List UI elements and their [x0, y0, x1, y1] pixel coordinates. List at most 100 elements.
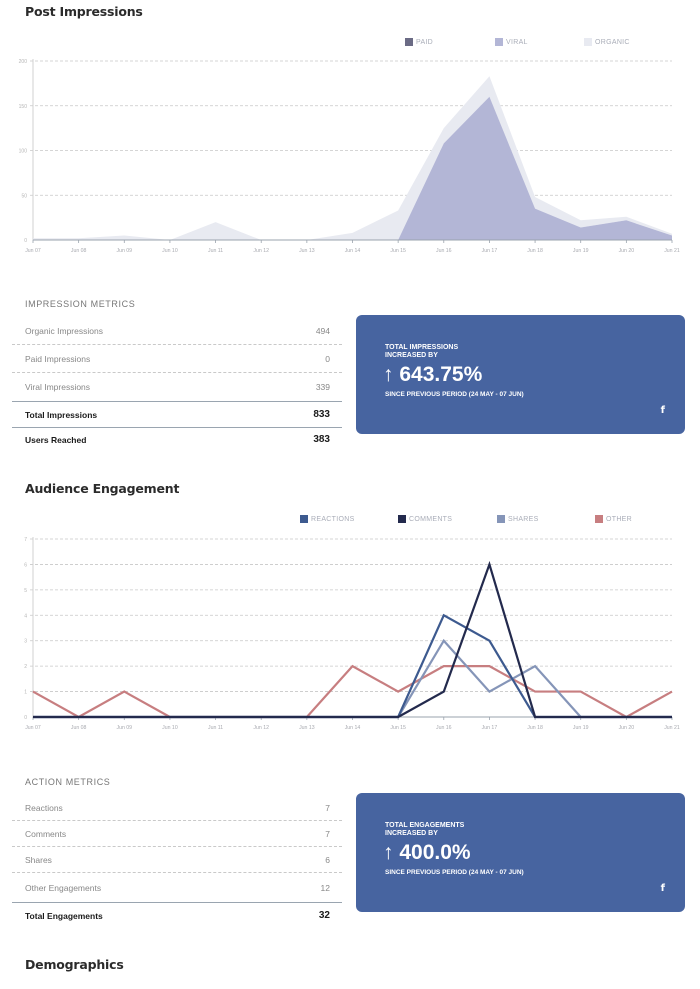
x-tick-label: Jun 15: [390, 248, 406, 254]
legend-swatch: [398, 515, 406, 523]
x-tick-label: Jun 19: [573, 248, 589, 254]
y-tick-label: 0: [24, 715, 27, 721]
y-tick-label: 5: [24, 588, 27, 594]
impression-metrics-label: IMPRESSION METRICS: [25, 299, 136, 309]
card-value: ↑ 400.0%: [383, 841, 471, 864]
area-viral: [33, 96, 672, 240]
metric-row-users-reached: Users Reached 383: [12, 427, 342, 451]
impressions-increase-card: TOTAL IMPRESSIONS INCREASED BY ↑ 643.75%…: [356, 315, 685, 434]
metric-row-total: Total Impressions 833: [12, 401, 342, 427]
impression-metrics-table: Organic Impressions 494 Paid Impressions…: [12, 317, 342, 451]
legend-item-reactions[interactable]: REACTIONS: [300, 515, 355, 523]
x-tick-label: Jun 21: [664, 248, 680, 254]
legend-swatch: [495, 38, 503, 46]
x-tick-label: Jun 07: [25, 725, 41, 731]
x-tick-label: Jun 18: [527, 725, 543, 731]
post-impressions-title: Post Impressions: [25, 4, 143, 19]
x-tick-label: Jun 13: [299, 725, 315, 731]
metric-row-organic: Organic Impressions 494: [12, 317, 342, 345]
demographics-title: Demographics: [25, 957, 124, 972]
legend-item-other[interactable]: OTHER: [595, 515, 632, 523]
y-tick-label: 0: [24, 238, 27, 244]
legend-label: OTHER: [606, 515, 632, 523]
card-title-line1: TOTAL ENGAGEMENTS: [385, 822, 465, 829]
engagement-chart: 0 1 2 3 4 5 6 7 Jun 07 Jun 08 Jun 09 Jun 10 Jun 11 Ju…: [24, 537, 680, 731]
x-tick-label: Jun 09: [116, 725, 132, 731]
x-tick-label: Jun 14: [345, 248, 361, 254]
card-title-line2: INCREASED BY: [385, 352, 438, 359]
legend-label: ORGANIC: [595, 38, 630, 46]
legend-item-shares[interactable]: SHARES: [497, 515, 539, 523]
card-subtitle: SINCE PREVIOUS PERIOD (24 MAY - 07 JUN): [385, 391, 524, 398]
x-tick-label: Jun 07: [25, 248, 41, 254]
metric-label: Organic Impressions: [25, 325, 103, 336]
metric-label: Users Reached: [25, 434, 87, 445]
legend-item-viral[interactable]: VIRAL: [495, 38, 528, 46]
x-tick-label: Jun 21: [664, 725, 680, 731]
x-tick-label: Jun 10: [162, 248, 178, 254]
x-tick-label: Jun 10: [162, 725, 178, 731]
card-value: ↑ 643.75%: [383, 363, 483, 386]
x-tick-label: Jun 09: [116, 248, 132, 254]
y-tick-label: 4: [24, 613, 27, 619]
audience-engagement-title: Audience Engagement: [25, 481, 180, 496]
metric-value: 7: [325, 802, 330, 813]
metric-row-total-engagements: Total Engagements 32: [12, 902, 342, 928]
card-title-line2: INCREASED BY: [385, 830, 438, 837]
x-tick-label: Jun 20: [619, 725, 635, 731]
metric-label: Paid Impressions: [25, 353, 91, 364]
x-tick-label: Jun 14: [345, 725, 361, 731]
legend-swatch: [405, 38, 413, 46]
y-tick-label: 200: [19, 59, 28, 65]
card-title: TOTAL IMPRESSIONS INCREASED BY: [385, 344, 458, 360]
legend-label: REACTIONS: [311, 515, 355, 523]
impressions-chart: 0 50 100 150 200 Jun 07 Jun 08 Jun 09 Jun 10 Jun …: [19, 59, 680, 254]
card-title: TOTAL ENGAGEMENTS INCREASED BY: [385, 822, 464, 838]
x-tick-label: Jun 12: [253, 248, 269, 254]
x-tick-label: Jun 08: [71, 725, 87, 731]
legend-swatch: [300, 515, 308, 523]
x-tick-label: Jun 16: [436, 248, 452, 254]
x-tick-label: Jun 18: [527, 248, 543, 254]
x-tick-label: Jun 20: [619, 248, 635, 254]
x-tick-label: Jun 13: [299, 248, 315, 254]
line-shares: [33, 638, 672, 719]
legend-item-organic[interactable]: ORGANIC: [584, 38, 630, 46]
x-tick-label: Jun 16: [436, 725, 452, 731]
metric-row-reactions: Reactions 7: [12, 795, 342, 821]
metric-value: 12: [320, 882, 330, 893]
x-tick-label: Jun 08: [71, 248, 87, 254]
facebook-icon: f: [660, 405, 665, 416]
legend-label: SHARES: [508, 515, 539, 523]
metric-value: 494: [315, 325, 330, 336]
legend-swatch: [584, 38, 592, 46]
action-metrics-label: ACTION METRICS: [25, 777, 111, 787]
legend-item-comments[interactable]: COMMENTS: [398, 515, 452, 523]
y-tick-label: 2: [24, 664, 27, 670]
metric-value: 0: [325, 353, 330, 364]
metric-label: Shares: [25, 854, 52, 865]
legend-label: PAID: [416, 38, 434, 46]
legend-label: COMMENTS: [409, 515, 453, 523]
metric-value: 6: [325, 854, 330, 865]
y-tick-label: 100: [19, 149, 28, 155]
metric-row-comments: Comments 7: [12, 821, 342, 847]
legend-item-paid[interactable]: PAID: [405, 38, 433, 46]
x-tick-label: Jun 12: [253, 725, 269, 731]
x-tick-label: Jun 17: [482, 248, 498, 254]
metric-value: 339: [315, 382, 330, 392]
card-title-line1: TOTAL IMPRESSIONS: [385, 344, 459, 351]
metric-label: Other Engagements: [25, 882, 102, 893]
card-subtitle: SINCE PREVIOUS PERIOD (24 MAY - 07 JUN): [385, 869, 524, 876]
metric-label: Total Engagements: [25, 910, 103, 921]
metric-row-paid: Paid Impressions 0: [12, 345, 342, 373]
engagements-increase-card: TOTAL ENGAGEMENTS INCREASED BY ↑ 400.0% …: [356, 793, 685, 912]
metric-row-shares: Shares 6: [12, 847, 342, 873]
y-tick-label: 3: [24, 639, 27, 645]
facebook-icon: f: [660, 883, 665, 894]
action-metrics-table: Reactions 7 Comments 7 Shares 6 Other En…: [12, 795, 342, 928]
metric-label: Comments: [25, 828, 67, 839]
metric-value: 32: [318, 910, 330, 921]
metric-label: Reactions: [25, 802, 63, 813]
y-tick-label: 7: [24, 537, 27, 543]
